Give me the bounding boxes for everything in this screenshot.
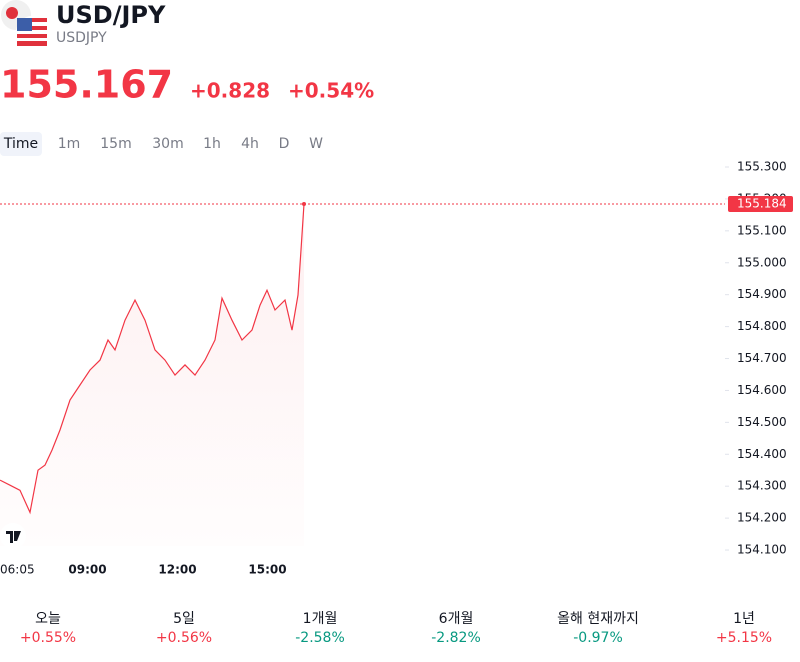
y-tick-label: 154.600 xyxy=(737,383,787,397)
last-price-tag xyxy=(728,196,793,213)
y-tick-label: 154.900 xyxy=(737,287,787,301)
x-tick-label: 06:05 xyxy=(0,563,35,577)
area xyxy=(0,204,304,546)
title: USD/JPY xyxy=(56,1,166,29)
y-tick-label: 155.000 xyxy=(737,255,787,269)
timeframe-tab[interactable]: 4h xyxy=(241,136,259,152)
x-tick-label: 12:00 xyxy=(158,563,196,577)
y-tick-label: 155.300 xyxy=(737,160,787,174)
y-tick-label: 154.200 xyxy=(737,511,787,525)
period-value: -2.58% xyxy=(295,630,345,646)
x-tick-label: 15:00 xyxy=(248,563,286,577)
y-tick-label: 154.500 xyxy=(737,415,787,429)
period-label[interactable]: 올해 현재까지 xyxy=(557,611,639,627)
tab-selected-bg xyxy=(0,132,42,156)
period-value: +0.56% xyxy=(156,630,212,646)
period-label[interactable]: 6개월 xyxy=(439,611,474,627)
period-value: -2.82% xyxy=(431,630,481,646)
last-point xyxy=(302,202,306,207)
y-tick-label: 155.100 xyxy=(737,223,787,237)
period-value: +0.55% xyxy=(20,630,76,646)
timeframe-tab[interactable]: D xyxy=(279,136,290,152)
y-tick-label: 154.800 xyxy=(737,319,787,333)
period-label[interactable]: 5일 xyxy=(173,611,195,627)
tv-logo xyxy=(0,523,26,549)
timeframe-tab[interactable]: Time xyxy=(3,136,38,152)
timeframe-tab[interactable]: 1h xyxy=(203,136,221,152)
y-tick-label: 154.400 xyxy=(737,447,787,461)
price: 155.167 xyxy=(0,63,173,107)
symbol: USDJPY xyxy=(56,30,107,46)
timeframe-tab[interactable]: W xyxy=(309,136,323,152)
timeframe-tab[interactable]: 15m xyxy=(100,136,131,152)
y-tick-label: 154.700 xyxy=(737,351,787,365)
price-line xyxy=(0,203,305,515)
change: +0.828 xyxy=(190,79,270,103)
period-label[interactable]: 1개월 xyxy=(303,611,338,627)
timeframe-tab[interactable]: 1m xyxy=(58,136,81,152)
period-label[interactable]: 1년 xyxy=(733,611,755,627)
period-value: +5.15% xyxy=(716,630,772,646)
timeframe-tab[interactable]: 30m xyxy=(152,136,183,152)
flag-icon xyxy=(1,0,48,48)
period-label[interactable]: 오늘 xyxy=(35,611,61,627)
last-price-label: 155.184 xyxy=(737,197,787,211)
x-tick-label: 09:00 xyxy=(68,563,106,577)
y-tick-label: 154.100 xyxy=(737,543,787,557)
change-pct: +0.54% xyxy=(288,79,374,103)
y-tick-label: 154.300 xyxy=(737,479,787,493)
period-value: -0.97% xyxy=(573,630,623,646)
